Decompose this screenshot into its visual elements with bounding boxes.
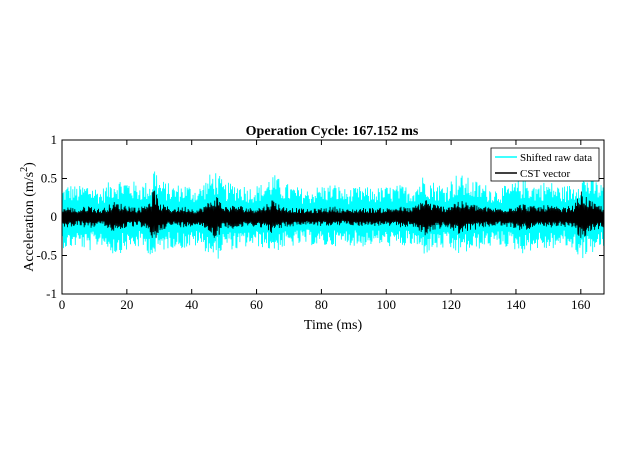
chart-title: Operation Cycle: 167.152 ms — [246, 124, 419, 139]
x-tick-label: 20 — [120, 297, 133, 312]
legend-label-shifted-raw-data: Shifted raw data — [520, 152, 592, 164]
y-axis-label-suffix: ) — [22, 162, 37, 167]
y-tick-label: -0.5 — [36, 248, 57, 263]
y-tick-label: 0.5 — [41, 171, 57, 186]
y-tick-label: -1 — [46, 286, 57, 301]
x-tick-label: 100 — [377, 297, 397, 312]
x-tick-labels: 0 20 40 60 80 100 120 140 160 — [59, 297, 591, 312]
x-tick-label: 40 — [185, 297, 198, 312]
x-tick-label: 0 — [59, 297, 66, 312]
x-tick-label: 120 — [441, 297, 461, 312]
series-line-cst-vector — [61, 190, 605, 238]
series-layer — [61, 171, 605, 259]
y-axis-label: Acceleration (m/s2) — [19, 162, 37, 272]
y-tick-labels: -1 -0.5 0 0.5 1 — [36, 132, 57, 301]
x-tick-label: 60 — [250, 297, 263, 312]
y-axis-label-superscript: 2 — [19, 167, 30, 172]
x-tick-marks — [61, 140, 582, 294]
legend: Shifted raw data CST vector — [490, 147, 600, 182]
legend-label-cst-vector: CST vector — [520, 168, 571, 180]
y-axis-label-base: Acceleration (m/s — [22, 172, 37, 272]
y-tick-marks — [62, 139, 604, 295]
y-tick-label: 0 — [51, 209, 58, 224]
y-tick-label: 1 — [51, 132, 58, 147]
x-tick-label: 140 — [506, 297, 526, 312]
x-axis-label: Time (ms) — [304, 318, 363, 333]
legend-box — [490, 147, 600, 182]
x-tick-label: 80 — [315, 297, 328, 312]
x-tick-label: 160 — [571, 297, 591, 312]
